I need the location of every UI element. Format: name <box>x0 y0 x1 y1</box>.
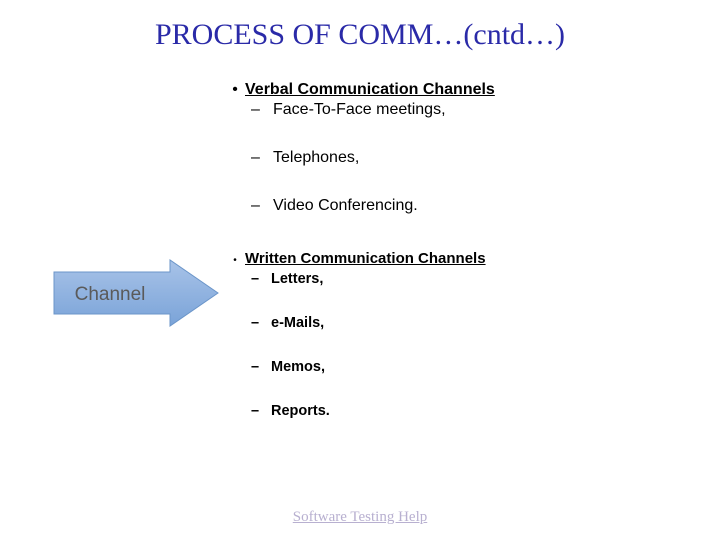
bullet-icon: • <box>225 80 245 100</box>
dash-icon: – <box>245 148 273 168</box>
list-item: e-Mails, <box>271 314 324 332</box>
written-heading: Written Communication Channels <box>245 250 486 268</box>
list-item: Face-To-Face meetings, <box>273 100 446 120</box>
page-title: PROCESS OF COMM…(cntd…) <box>0 18 720 52</box>
list-item: Telephones, <box>273 148 359 168</box>
list-item: Video Conferencing. <box>273 196 418 216</box>
dash-icon: – <box>245 270 271 288</box>
channel-arrow: Channel <box>52 258 222 328</box>
dash-icon: – <box>245 402 271 420</box>
dash-icon: – <box>245 196 273 216</box>
verbal-section: • Verbal Communication Channels – Face-T… <box>225 80 685 216</box>
dash-icon: – <box>245 314 271 332</box>
dash-icon: – <box>245 358 271 376</box>
written-section: • Written Communication Channels – Lette… <box>225 250 685 420</box>
verbal-heading: Verbal Communication Channels <box>245 80 495 100</box>
bullet-icon: • <box>225 250 245 270</box>
footer-link[interactable]: Software Testing Help <box>0 509 720 526</box>
list-item: Letters, <box>271 270 323 288</box>
dash-icon: – <box>245 100 273 120</box>
list-item: Reports. <box>271 402 330 420</box>
list-item: Memos, <box>271 358 325 376</box>
arrow-label: Channel <box>75 284 146 305</box>
